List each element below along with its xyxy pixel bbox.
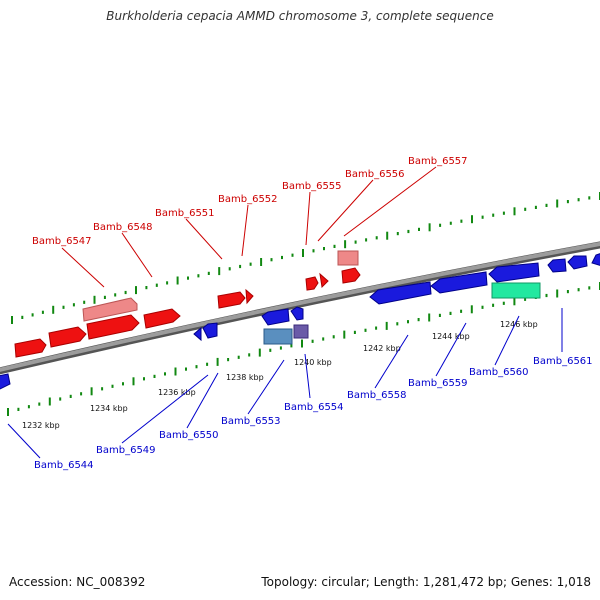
- gene-label-forward[interactable]: Bamb_6555: [282, 181, 342, 192]
- gene-label-reverse[interactable]: Bamb_6560: [469, 367, 529, 378]
- gene-label-reverse[interactable]: Bamb_6549: [96, 445, 156, 456]
- accession-text: Accession: NC_008392: [9, 575, 146, 589]
- scale-label: 1236 kbp: [158, 388, 196, 397]
- map-title: Burkholderia cepacia AMMD chromosome 3, …: [106, 9, 494, 23]
- gene-reverse-purple: [293, 324, 309, 339]
- gene-reverse: [193, 326, 202, 342]
- scale-label: 1238 kbp: [226, 373, 264, 382]
- forward-genes: [14, 250, 361, 358]
- gene-label-reverse[interactable]: Bamb_6559: [408, 378, 468, 389]
- reverse-tick-track: [7, 282, 600, 416]
- scale-label: 1232 kbp: [22, 421, 60, 430]
- gene-reverse-teal: [263, 328, 293, 345]
- gene-label-forward[interactable]: Bamb_6547: [32, 236, 92, 247]
- gene-green: [491, 282, 541, 299]
- summary-text: Topology: circular; Length: 1,281,472 bp…: [261, 575, 591, 589]
- gene-label-forward[interactable]: Bamb_6551: [155, 208, 215, 219]
- gene-label-reverse[interactable]: Bamb_6550: [159, 430, 219, 441]
- reverse-genes: [0, 253, 600, 390]
- gene-label-reverse[interactable]: Bamb_6554: [284, 402, 344, 413]
- gene-reverse: [488, 262, 540, 283]
- forward-tick-track: [11, 192, 600, 324]
- gene-reverse: [0, 373, 11, 390]
- chromosome-backbone: [0, 241, 600, 375]
- gene-reverse: [369, 281, 432, 305]
- gene-forward-light: [82, 297, 138, 322]
- gene-label-forward[interactable]: Bamb_6557: [408, 156, 468, 167]
- gene-forward-light: [337, 250, 359, 266]
- gene-forward: [86, 314, 140, 340]
- gene-forward: [14, 338, 47, 358]
- gene-label-reverse[interactable]: Bamb_6558: [347, 390, 407, 401]
- reverse-label-group: Bamb_6544 Bamb_6549 Bamb_6550 Bamb_6553 …: [34, 356, 593, 471]
- gene-forward: [217, 291, 246, 309]
- scale-label: 1244 kbp: [432, 332, 470, 341]
- gene-forward: [319, 272, 329, 289]
- gene-forward: [245, 288, 254, 305]
- forward-leaders: [61, 166, 437, 288]
- scale-label: 1242 kbp: [363, 344, 401, 353]
- gene-label-reverse[interactable]: Bamb_6561: [533, 356, 593, 367]
- gene-label-reverse[interactable]: Bamb_6553: [221, 416, 281, 427]
- forward-label-group: Bamb_6547 Bamb_6548 Bamb_6551 Bamb_6552 …: [32, 156, 468, 247]
- gene-label-forward[interactable]: Bamb_6556: [345, 169, 405, 180]
- gene-reverse: [591, 253, 600, 266]
- gene-reverse: [430, 271, 488, 294]
- gene-reverse: [547, 258, 567, 273]
- gene-forward: [305, 276, 319, 291]
- gene-label-forward[interactable]: Bamb_6552: [218, 194, 278, 205]
- scale-labels: 1232 kbp 1234 kbp 1236 kbp 1238 kbp 1240…: [22, 320, 538, 430]
- scale-label: 1240 kbp: [294, 358, 332, 367]
- gene-reverse: [261, 308, 290, 326]
- gene-reverse: [567, 255, 588, 270]
- gene-label-reverse[interactable]: Bamb_6544: [34, 460, 94, 471]
- scale-label: 1234 kbp: [90, 404, 128, 413]
- gene-forward: [48, 326, 87, 348]
- reverse-leaders: [7, 308, 563, 459]
- gene-reverse: [202, 322, 218, 339]
- gene-label-forward[interactable]: Bamb_6548: [93, 222, 153, 233]
- gene-forward: [143, 308, 181, 329]
- scale-label: 1246 kbp: [500, 320, 538, 329]
- gene-forward: [341, 267, 361, 284]
- gene-reverse: [290, 306, 304, 321]
